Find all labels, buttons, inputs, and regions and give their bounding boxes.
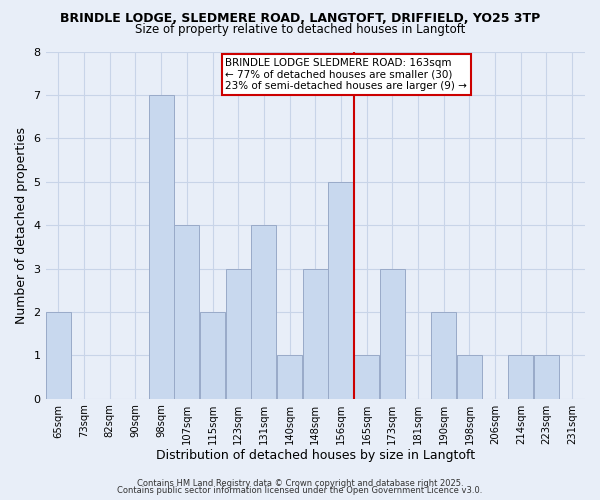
Bar [149, 95, 174, 398]
Bar [354, 356, 379, 399]
Text: BRINDLE LODGE, SLEDMERE ROAD, LANGTOFT, DRIFFIELD, YO25 3TP: BRINDLE LODGE, SLEDMERE ROAD, LANGTOFT, … [60, 12, 540, 26]
Text: BRINDLE LODGE SLEDMERE ROAD: 163sqm
← 77% of detached houses are smaller (30)
23: BRINDLE LODGE SLEDMERE ROAD: 163sqm ← 77… [226, 58, 467, 91]
Bar [251, 225, 277, 398]
Text: Contains HM Land Registry data © Crown copyright and database right 2025.: Contains HM Land Registry data © Crown c… [137, 478, 463, 488]
X-axis label: Distribution of detached houses by size in Langtoft: Distribution of detached houses by size … [156, 450, 475, 462]
Bar [457, 356, 482, 399]
Bar [200, 312, 225, 398]
Bar [508, 356, 533, 399]
Bar [277, 356, 302, 399]
Y-axis label: Number of detached properties: Number of detached properties [15, 126, 28, 324]
Bar [328, 182, 353, 398]
Bar [226, 268, 251, 398]
Bar [380, 268, 405, 398]
Bar [46, 312, 71, 398]
Text: Size of property relative to detached houses in Langtoft: Size of property relative to detached ho… [135, 22, 465, 36]
Bar [534, 356, 559, 399]
Bar [302, 268, 328, 398]
Bar [174, 225, 199, 398]
Text: Contains public sector information licensed under the Open Government Licence v3: Contains public sector information licen… [118, 486, 482, 495]
Bar [431, 312, 457, 398]
